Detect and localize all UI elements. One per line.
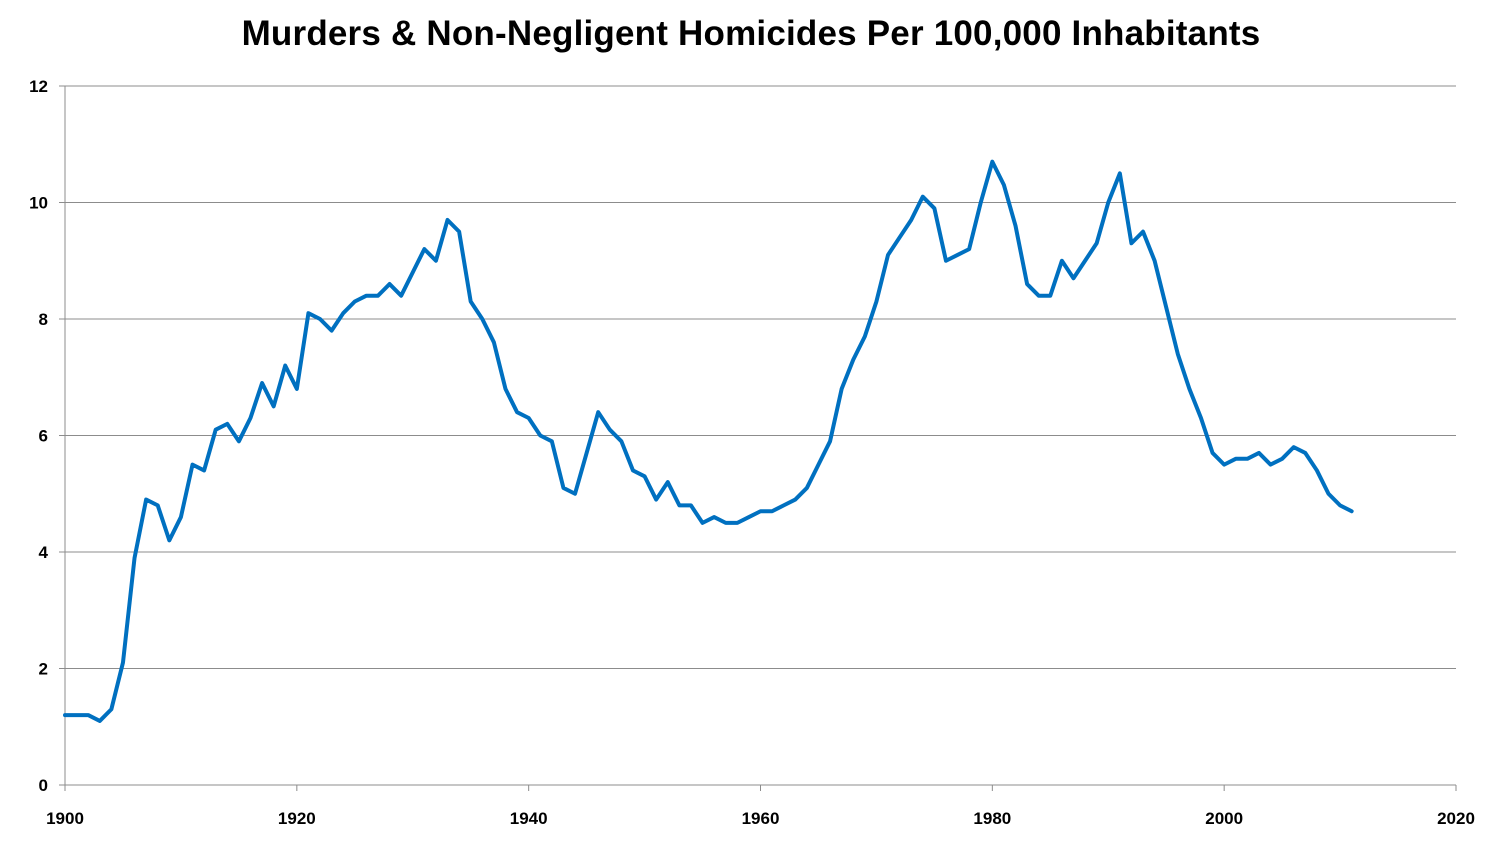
y-tick-label-0: 0 [39,776,48,795]
chart-title: Murders & Non-Negligent Homicides Per 10… [241,14,1261,53]
x-tick-label-1940: 1940 [510,809,548,828]
y-tick-label-2: 2 [39,660,48,679]
y-axis-tick-labels: 0 2 4 6 8 10 12 [29,77,48,795]
y-tick-label-12: 12 [29,77,48,96]
x-tick-label-2000: 2000 [1205,809,1243,828]
x-tick-label-1900: 1900 [46,809,84,828]
y-tick-label-10: 10 [29,194,48,213]
x-tick-label-1920: 1920 [278,809,316,828]
x-tick-label-2020: 2020 [1437,809,1475,828]
x-tick-label-1980: 1980 [973,809,1011,828]
series-layer [63,159,1354,723]
axes [59,85,1457,791]
x-tick-label-1960: 1960 [742,809,780,828]
gridlines [65,85,1456,669]
series-line-0 [63,159,1354,723]
y-tick-label-8: 8 [39,310,48,329]
y-tick-label-4: 4 [39,543,49,562]
x-axis-tick-labels: 1900 1920 1940 1960 1980 2000 2020 [46,809,1475,828]
y-tick-label-6: 6 [39,427,48,446]
